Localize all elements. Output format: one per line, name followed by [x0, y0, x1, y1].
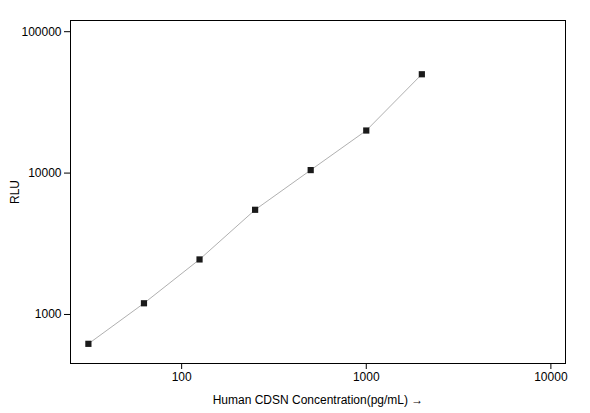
svg-text:Human CDSN Concentration(pg/mL: Human CDSN Concentration(pg/mL) →: [213, 393, 424, 407]
svg-text:10000: 10000: [28, 166, 62, 180]
svg-text:100: 100: [172, 370, 192, 384]
svg-text:1000: 1000: [35, 307, 62, 321]
svg-text:100000: 100000: [21, 25, 61, 39]
svg-text:10000: 10000: [534, 370, 568, 384]
svg-text:RLU: RLU: [8, 180, 22, 204]
svg-text:1000: 1000: [353, 370, 380, 384]
